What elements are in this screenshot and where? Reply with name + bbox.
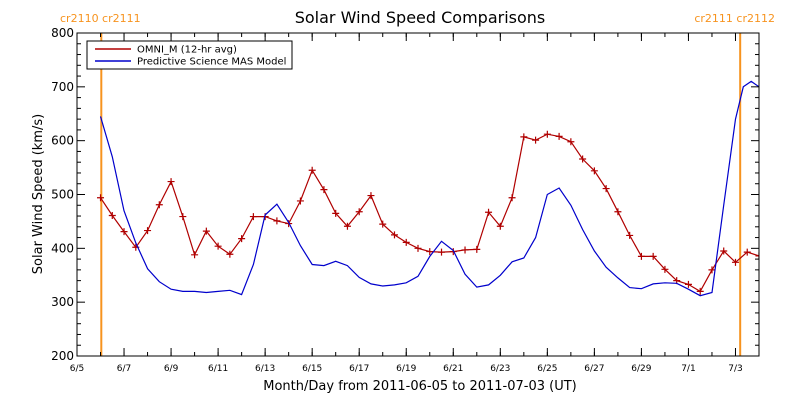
axes: 200 300 400 500 600 700 800 6/5 6/7 6/9 6/11 6/13 6/… [51, 26, 760, 374]
y-axis-label: Solar Wind Speed (km/s) [31, 114, 46, 274]
data-point [332, 209, 340, 217]
data-point [473, 245, 481, 253]
data-point [367, 192, 375, 200]
data-point [755, 252, 759, 260]
x-tick-label: 6/23 [490, 364, 510, 374]
data-point [108, 211, 116, 219]
data-point [179, 213, 187, 221]
data-point [296, 197, 304, 205]
series-omni [97, 130, 759, 295]
data-point [144, 227, 152, 235]
rotation-boundary-label: cr2111 cr2112 [694, 12, 775, 25]
x-tick-label: 6/21 [443, 364, 463, 374]
data-point [97, 194, 105, 202]
data-point [626, 231, 634, 239]
data-point [167, 178, 175, 186]
data-point [202, 227, 210, 235]
data-point [661, 265, 669, 273]
data-point [708, 266, 716, 274]
data-point [567, 138, 575, 146]
data-point [355, 208, 363, 216]
x-tick-label: 6/7 [117, 364, 131, 374]
data-point [343, 222, 351, 230]
data-point [590, 167, 598, 175]
legend: OMNI_M (12-hr avg)Predictive Science MAS… [86, 40, 293, 70]
data-point [637, 252, 645, 260]
rotation-boundaries: cr2110 cr2111 cr2111 cr2112 [60, 12, 775, 356]
data-point [379, 220, 387, 228]
x-tick-label: 6/13 [255, 364, 275, 374]
series-layer [97, 80, 759, 297]
data-point [390, 231, 398, 239]
y-tick-label: 200 [51, 349, 74, 363]
data-point [579, 155, 587, 163]
x-tick-label: 6/19 [396, 364, 416, 374]
data-point [438, 248, 446, 256]
chart-title: Solar Wind Speed Comparisons [295, 8, 546, 27]
y-tick-label: 600 [51, 134, 74, 148]
legend-box [86, 40, 293, 70]
data-point [308, 166, 316, 174]
data-point [684, 280, 692, 288]
x-tick-label: 7/1 [681, 364, 695, 374]
data-point [602, 185, 610, 193]
data-point [249, 213, 257, 221]
data-point [720, 247, 728, 255]
data-point [461, 246, 469, 254]
data-point [320, 186, 328, 194]
data-point [485, 208, 493, 216]
legend-entry: Predictive Science MAS Model [137, 57, 286, 68]
x-tick-label: 6/27 [584, 364, 604, 374]
data-point [120, 228, 128, 236]
data-point [696, 287, 704, 295]
data-point [496, 222, 504, 230]
y-tick-label: 300 [51, 295, 74, 309]
x-tick-label: 6/9 [164, 364, 179, 374]
data-point [214, 242, 222, 250]
data-point [555, 132, 563, 140]
x-tick-label: 6/29 [631, 364, 651, 374]
x-tick-label: 6/17 [349, 364, 369, 374]
data-point [743, 248, 751, 256]
data-point [649, 252, 657, 260]
y-tick-label: 800 [51, 26, 74, 40]
x-tick-label: 6/11 [208, 364, 228, 374]
data-point [508, 194, 516, 202]
plot-frame [76, 32, 760, 357]
data-point [191, 251, 199, 259]
data-point [402, 238, 410, 246]
y-tick-label: 400 [51, 241, 74, 255]
data-point [520, 133, 528, 141]
y-tick-label: 700 [51, 80, 74, 94]
data-point [155, 201, 163, 209]
series-line [99, 133, 759, 293]
x-tick-label: 6/25 [537, 364, 557, 374]
data-point [614, 208, 622, 216]
data-point [414, 244, 422, 252]
data-point [238, 235, 246, 243]
data-point [226, 250, 234, 258]
data-point [532, 136, 540, 144]
rotation-boundary-label: cr2110 cr2111 [60, 12, 141, 25]
legend-entry: OMNI_M (12-hr avg) [137, 45, 237, 56]
y-tick-label: 500 [51, 188, 74, 202]
x-tick-label: 6/15 [302, 364, 322, 374]
series-line [99, 80, 759, 297]
x-tick-label: 6/5 [70, 364, 84, 374]
x-tick-label: 7/3 [728, 364, 742, 374]
data-point [543, 130, 551, 138]
data-point [731, 258, 739, 266]
x-axis-label: Month/Day from 2011-06-05 to 2011-07-03 … [263, 379, 576, 394]
series-mas-model [99, 80, 759, 297]
data-point [426, 248, 434, 256]
data-point [273, 217, 281, 225]
